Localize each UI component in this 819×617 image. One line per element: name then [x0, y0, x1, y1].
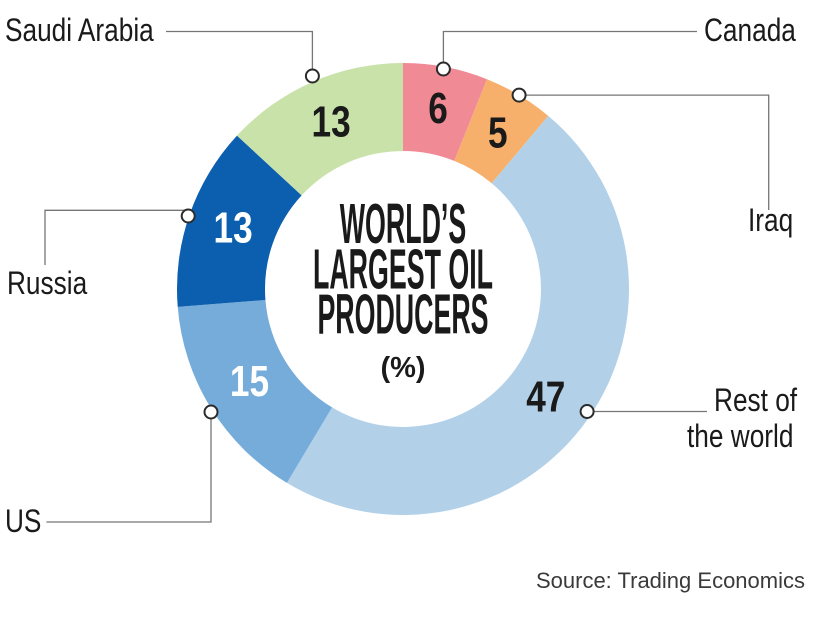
svg-text:Russia: Russia: [7, 267, 88, 302]
svg-text:US: US: [5, 505, 41, 540]
svg-text:13: 13: [214, 204, 253, 253]
svg-text:13: 13: [312, 98, 351, 147]
svg-text:Saudi Arabia: Saudi Arabia: [5, 14, 154, 49]
svg-text:Canada: Canada: [704, 14, 797, 49]
svg-text:47: 47: [526, 373, 565, 422]
svg-text:Iraq: Iraq: [748, 204, 793, 239]
svg-text:the world: the world: [687, 420, 793, 455]
svg-text:15: 15: [230, 357, 269, 406]
svg-text:(%): (%): [380, 352, 425, 384]
svg-text:6: 6: [428, 84, 448, 133]
svg-text:5: 5: [488, 109, 508, 158]
svg-text:PRODUCERS: PRODUCERS: [317, 284, 488, 347]
svg-text:Rest of: Rest of: [714, 384, 798, 419]
svg-text:Source: Trading Economics: Source: Trading Economics: [536, 568, 805, 593]
